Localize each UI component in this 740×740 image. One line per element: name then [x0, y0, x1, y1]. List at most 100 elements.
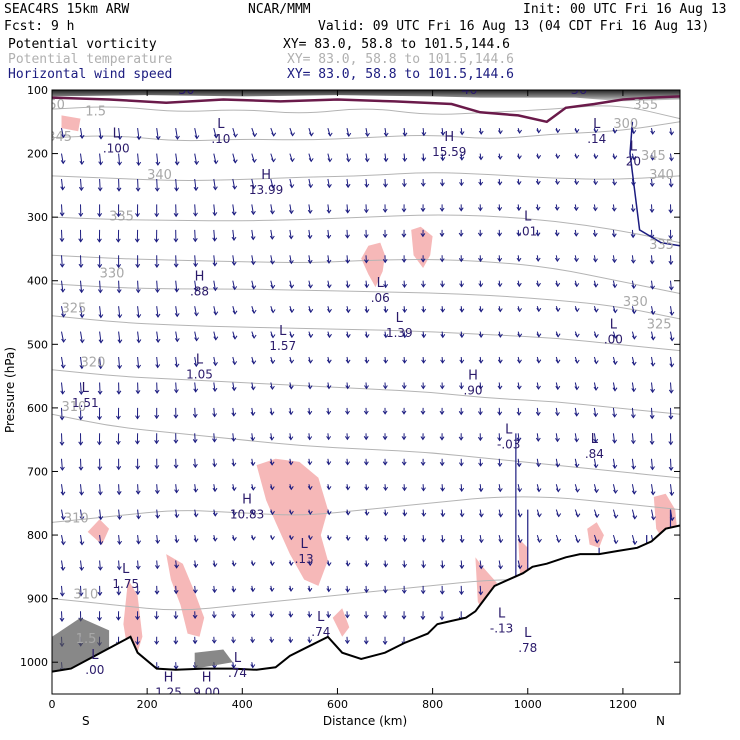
top-contour-label: 36: [571, 83, 588, 98]
wind-vector: [631, 407, 634, 418]
wind-vector-head: [364, 588, 369, 594]
wind-vector-head: [382, 615, 388, 620]
wind-vector-head: [478, 130, 484, 135]
wind-vector-head: [175, 135, 180, 140]
wind-vector: [651, 433, 653, 445]
wind-vector: [118, 331, 121, 343]
wind-vector-head: [326, 536, 332, 541]
wind-vector: [99, 178, 101, 191]
stratosphere-band: [52, 90, 680, 102]
wind-vector-head: [401, 410, 407, 415]
wind-vector-head: [631, 465, 637, 470]
hl-marker-letter: L: [279, 324, 287, 339]
wind-vector-head: [326, 209, 332, 214]
wind-vector-head: [60, 364, 66, 369]
wind-vector-head: [154, 590, 160, 595]
wind-vector-head: [308, 308, 314, 314]
tropopause-pv-contour: [52, 95, 680, 124]
wind-vector-head: [173, 389, 179, 394]
isentrope-label: 335: [109, 209, 134, 224]
hl-marker-value: 1.05: [186, 367, 213, 381]
wind-vector-head: [363, 209, 369, 214]
wind-vector-head: [593, 386, 599, 391]
y-tick-label: 800: [27, 529, 48, 542]
wind-vector: [213, 356, 216, 366]
wind-vector-head: [307, 235, 313, 240]
wind-vector-head: [194, 337, 200, 342]
fcst-label: Fcst: 9 h: [4, 19, 74, 34]
wind-vector-head: [439, 462, 445, 467]
wind-vector-head: [613, 514, 619, 519]
wind-vector: [118, 356, 121, 369]
wind-vector-head: [517, 308, 523, 313]
wind-vector: [574, 407, 578, 416]
wind-vector-head: [345, 309, 351, 314]
wind-vector: [137, 280, 139, 293]
wind-vector: [498, 407, 501, 415]
wind-vector: [156, 509, 159, 519]
wind-vector-head: [231, 588, 237, 593]
wind-vector-head: [345, 385, 351, 390]
wind-vector-head: [270, 260, 275, 265]
wind-vector: [441, 560, 444, 568]
pv-shading-patch: [361, 242, 385, 288]
wind-vector-head: [270, 309, 276, 314]
wind-vector-head: [630, 414, 636, 419]
wind-vector-head: [421, 359, 427, 364]
wind-vector-head: [288, 486, 294, 491]
wind-vector-head: [439, 385, 445, 390]
wind-vector: [137, 509, 140, 519]
wind-vector: [232, 229, 235, 241]
hl-marker-letter: L: [593, 117, 601, 132]
wind-vector-head: [535, 180, 541, 186]
wind-vector: [631, 229, 634, 238]
wind-vector-head: [155, 288, 160, 294]
wind-vector: [156, 331, 159, 343]
isentrope-label: 320: [81, 356, 106, 371]
plot-area: 350 345 340 340 335 335 330 330 325 325 320 310 310 3…: [52, 83, 680, 694]
wind-vector-head: [536, 488, 542, 493]
wind-vector-head: [250, 210, 256, 216]
wind-vector-head: [612, 334, 618, 339]
x-tick-label: 200: [137, 698, 158, 711]
wind-vector: [308, 204, 311, 214]
wind-vector: [612, 407, 616, 417]
wind-vector-head: [193, 186, 199, 192]
wind-vector-head: [78, 441, 84, 446]
wind-vector-head: [344, 436, 350, 441]
wind-vector-head: [668, 415, 674, 420]
wind-vector-head: [363, 410, 369, 415]
wind-vector-head: [574, 359, 580, 364]
wind-vector-head: [192, 238, 198, 243]
wind-vector-head: [270, 210, 275, 215]
wind-vector-head: [251, 158, 257, 164]
wind-vector: [555, 433, 558, 442]
wind-vector: [346, 153, 350, 162]
wind-vector-head: [233, 133, 238, 138]
wind-vector: [194, 407, 196, 418]
wind-vector-head: [326, 614, 332, 619]
wind-vector-head: [478, 283, 484, 288]
wind-vector-head: [213, 160, 219, 165]
wind-vector-head: [535, 437, 541, 442]
wind-vector-head: [497, 232, 503, 237]
wind-vector-head: [650, 130, 656, 135]
wind-vector-head: [173, 238, 179, 243]
wind-vector-head: [308, 184, 314, 189]
wind-vector-head: [517, 513, 523, 518]
hl-marker-value: .06: [371, 291, 390, 305]
wind-vector-head: [516, 155, 522, 160]
wind-vector-head: [440, 308, 446, 313]
wind-vector-head: [536, 333, 542, 338]
hl-marker-letter: H: [444, 130, 454, 145]
wind-vector-head: [631, 182, 636, 187]
wind-vector-head: [288, 210, 294, 215]
wind-vector-head: [194, 160, 200, 166]
wind-vector-head: [154, 490, 160, 495]
wind-vector-head: [668, 209, 674, 214]
wind-vector-head: [420, 283, 426, 288]
isentrope-label: 355: [633, 98, 658, 113]
wind-vector-head: [117, 314, 123, 319]
wind-vector: [536, 458, 540, 467]
hl-marker-value: 1.51: [72, 396, 99, 410]
